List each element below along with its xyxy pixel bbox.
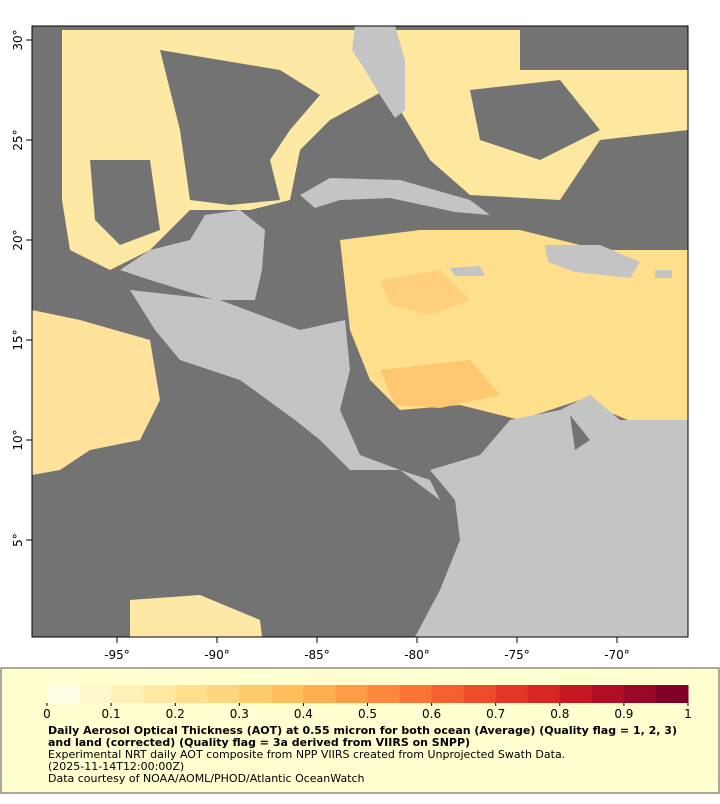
aerosol-dense	[380, 360, 500, 408]
lat-tick-label: 10°	[11, 429, 25, 450]
caption-line: Data courtesy of NOAA/AOML/PHOD/Atlantic…	[48, 772, 365, 785]
colorbar-swatch	[303, 685, 336, 703]
map	[31, 25, 689, 638]
colorbar-swatch	[527, 685, 561, 703]
lat-tick-label: 30°	[11, 29, 25, 50]
lon-tick-label: -95°	[104, 648, 130, 662]
colorbar-swatch	[79, 685, 112, 703]
hispaniola	[545, 245, 640, 278]
south-america	[415, 395, 688, 637]
colorbar-tick-label: 0.3	[230, 707, 249, 721]
colorbar-tick-label: 0.7	[486, 707, 505, 721]
aerosol-gap	[160, 50, 320, 205]
colorbar-swatch	[623, 685, 657, 703]
puerto-rico	[655, 270, 672, 278]
yucatan	[120, 210, 265, 300]
colorbar-swatch	[175, 685, 208, 703]
lon-tick-label: -70°	[604, 648, 630, 662]
colorbar-swatch	[463, 685, 497, 703]
colorbar-swatch	[591, 685, 625, 703]
lake	[570, 415, 590, 450]
florida	[352, 26, 405, 118]
lat-tick-label: 15°	[11, 329, 25, 350]
colorbar-swatch	[335, 685, 368, 703]
colorbar-swatch	[495, 685, 529, 703]
colorbar-swatch	[559, 685, 593, 703]
lon-tick-label: -85°	[304, 648, 330, 662]
colorbar-swatch	[207, 685, 240, 703]
colorbar-swatch	[47, 685, 80, 703]
jamaica	[450, 266, 485, 276]
colorbar-tick-label: 0	[43, 707, 51, 721]
aerosol-dense	[380, 270, 470, 315]
colorbar-swatch	[431, 685, 465, 703]
lat-tick-label: 20°	[11, 229, 25, 250]
aerosol-pacific	[32, 310, 160, 475]
colorbar-swatch	[399, 685, 433, 703]
lon-tick-label: -90°	[204, 648, 230, 662]
lat-tick-label: 5°	[11, 533, 25, 547]
map-frame	[31, 25, 689, 638]
colorbar-tick-label: 0.2	[166, 707, 185, 721]
caption-line: Experimental NRT daily AOT composite fro…	[48, 748, 566, 761]
lon-tick-label: -75°	[504, 648, 530, 662]
colorbar-swatch	[143, 685, 176, 703]
aerosol-gap	[470, 80, 600, 160]
colorbar-swatch	[655, 685, 689, 703]
aerosol-gap	[90, 160, 160, 245]
colorbar-tick-label: 0.6	[422, 707, 441, 721]
colorbar-tick-label: 0.5	[358, 707, 377, 721]
colorbar-swatch	[239, 685, 272, 703]
cuba	[300, 178, 490, 215]
caption-title: Daily Aerosol Optical Thickness (AOT) at…	[48, 724, 677, 749]
caption: Daily Aerosol Optical Thickness (AOT) at…	[48, 725, 678, 785]
caption-line: (2025-11-14T12:00:00Z)	[48, 760, 185, 773]
colorbar-tick-label: 1	[684, 707, 692, 721]
central-america	[130, 290, 440, 500]
colorbar-tick-label: 0.1	[102, 707, 121, 721]
colorbar-tick-label: 0.9	[614, 707, 633, 721]
colorbar-swatch	[367, 685, 401, 703]
colorbar-tick-label: 0.8	[550, 707, 569, 721]
aerosol-pacific	[130, 595, 262, 637]
lat-tick-label: 25°	[11, 129, 25, 150]
lon-tick-label: -80°	[404, 648, 430, 662]
colorbar-swatch	[271, 685, 304, 703]
colorbar-swatch	[111, 685, 144, 703]
colorbar-tick-label: 0.4	[294, 707, 313, 721]
